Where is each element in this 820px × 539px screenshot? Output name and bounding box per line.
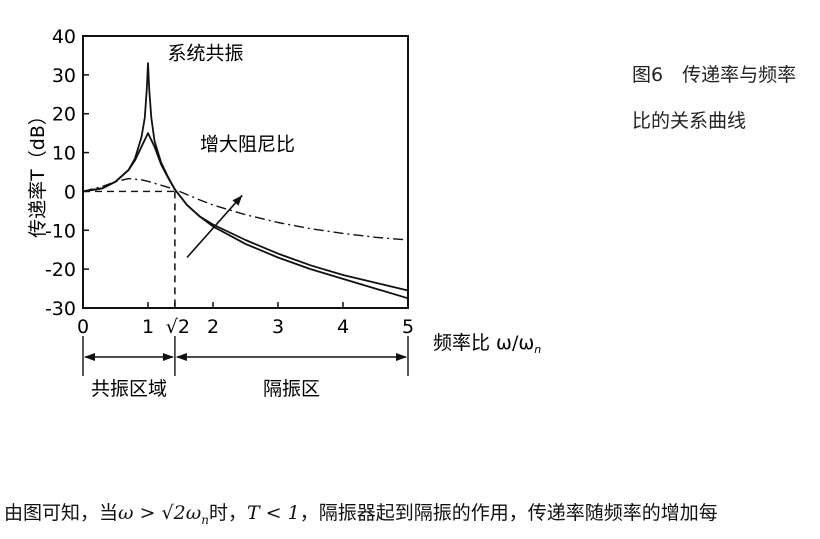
x-tick-label: 2 xyxy=(207,316,219,338)
annotation-increase-damping: 增大阻尼比 xyxy=(200,134,295,156)
y-axis-label: 传递率T（dB） xyxy=(27,106,49,238)
x-axis-label-main: 频率比 ω/ω xyxy=(433,332,534,354)
x-tick-label: 4 xyxy=(337,316,349,338)
body-math-omega: ω > √2ω xyxy=(118,502,202,524)
body-paragraph: 由图可知，当ω > √2ωn时，T < 1，隔振器起到隔振的作用，传递率随频率的… xyxy=(4,498,718,527)
series-layer xyxy=(82,62,409,308)
body-text-part-1: 由图可知，当 xyxy=(4,502,119,524)
axis-ticks xyxy=(82,35,409,309)
figure-caption-line-2: 比的关系曲线 xyxy=(632,110,747,132)
body-math-omega-subscript: n xyxy=(201,512,209,527)
axis-tick-labels: 0 1 2 3 4 5 √2 40 30 20 10 0 -10 -20 -30 xyxy=(45,26,414,338)
x-axis-label: 频率比 ω/ωn xyxy=(433,332,541,356)
y-tick-label: 0 xyxy=(64,181,76,203)
y-tick-label: 10 xyxy=(52,143,76,165)
damping-arrow-shaft xyxy=(186,194,243,259)
body-text-part-3: ，隔振器起到隔振的作用，传递率随频率的增加每 xyxy=(299,502,718,524)
body-math-t: T < 1 xyxy=(246,502,300,524)
y-tick-label: 20 xyxy=(52,104,76,126)
body-text-part-2: 时， xyxy=(208,502,247,524)
damping-arrow-icon xyxy=(186,194,243,259)
y-tick-label: -20 xyxy=(45,259,76,281)
x-axis-label-subscript: n xyxy=(534,343,541,356)
y-tick-label: 40 xyxy=(52,26,76,48)
region-arrowhead-left xyxy=(175,353,187,361)
series-line-3 xyxy=(82,177,409,241)
y-tick-label: -30 xyxy=(45,298,76,320)
y-tick-label: 30 xyxy=(52,65,76,87)
x-tick-label-sqrt2: √2 xyxy=(166,316,190,338)
figure-caption-line-1: 图6 传递率与频率 xyxy=(632,64,797,86)
series-line-2 xyxy=(82,132,409,292)
region-arrowhead-right xyxy=(162,353,174,361)
transmissibility-chart: 0 1 2 3 4 5 √2 40 30 20 10 0 -10 -20 -30 传递率T（dB） 频率比 … xyxy=(27,26,541,400)
series-line-1 xyxy=(82,62,409,300)
annotation-system-resonance: 系统共振 xyxy=(168,42,244,64)
region-arrowhead-right xyxy=(396,353,407,361)
region-arrowhead-left xyxy=(84,353,95,361)
damping-arrow-head xyxy=(232,195,243,206)
x-tick-label: 0 xyxy=(77,316,89,338)
x-tick-label: 1 xyxy=(142,316,154,338)
region-layer xyxy=(82,336,409,376)
x-tick-label: 5 xyxy=(402,316,414,338)
y-tick-label: -10 xyxy=(45,220,76,242)
plot-frame xyxy=(82,35,409,309)
x-tick-label: 3 xyxy=(272,316,284,338)
region-label-resonance: 共振区域 xyxy=(91,378,167,400)
region-label-isolation: 隔振区 xyxy=(263,378,320,400)
